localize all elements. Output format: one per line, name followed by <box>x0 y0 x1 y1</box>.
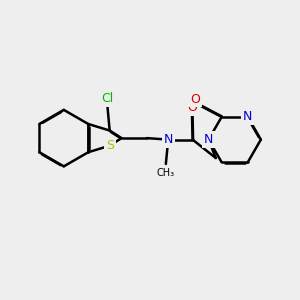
Text: S: S <box>106 139 114 152</box>
Text: N: N <box>204 133 213 146</box>
Text: N: N <box>164 133 173 146</box>
Text: O: O <box>190 93 200 106</box>
Text: CH₃: CH₃ <box>157 168 175 178</box>
Text: N: N <box>243 110 253 123</box>
Text: Cl: Cl <box>101 92 113 105</box>
Text: O: O <box>187 101 197 114</box>
